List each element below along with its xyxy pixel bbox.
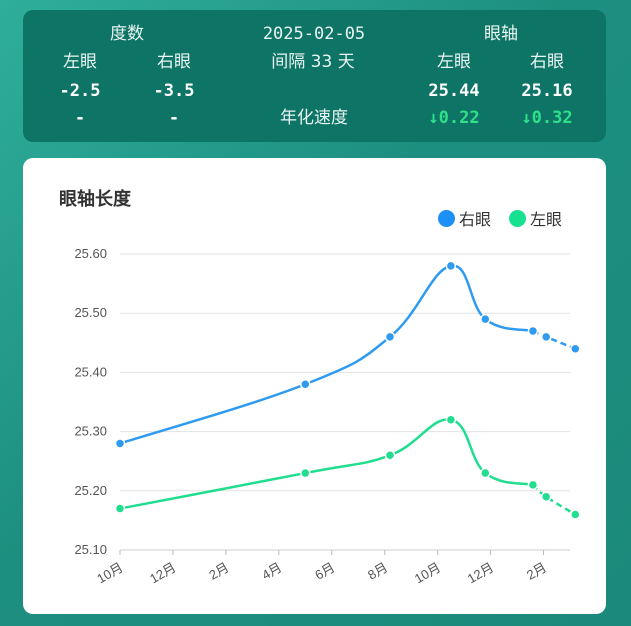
legend-right-eye-marker bbox=[438, 209, 455, 227]
x-tick-label: 6月 bbox=[312, 560, 337, 583]
right-eye-data-point bbox=[570, 343, 581, 354]
right-eye-series-line-dashed bbox=[532, 329, 576, 350]
y-tick-label: 25.60 bbox=[74, 246, 107, 261]
axial-left-label: 左眼 bbox=[437, 52, 471, 72]
x-tick-label: 2月 bbox=[206, 560, 231, 583]
left-eye-data-point bbox=[570, 509, 581, 520]
y-tick-label: 25.20 bbox=[74, 483, 107, 498]
y-tick-label: 25.10 bbox=[74, 542, 107, 557]
legend-left-eye-label: 左眼 bbox=[530, 210, 563, 229]
x-tick-label: 2月 bbox=[524, 560, 549, 583]
legend-right-eye[interactable]: 右眼 bbox=[438, 206, 491, 230]
axial-length-chart: 25.60 25.50 25.40 25.30 25.20 25.10 10月 12月 2月 4月… bbox=[74, 246, 581, 587]
annual-speed-label: 年化速度 bbox=[280, 108, 348, 128]
left-eye-data-point bbox=[384, 450, 396, 461]
x-tick-label: 12月 bbox=[465, 560, 496, 587]
axial-right-value: 25.16 bbox=[521, 81, 573, 101]
axial-header: 眼轴 bbox=[484, 24, 518, 44]
legend-left-eye[interactable]: 左眼 bbox=[509, 206, 562, 230]
right-eye-series-line bbox=[119, 264, 534, 445]
axial-right-speed: ↓0.32 bbox=[521, 108, 573, 128]
left-eye-data-point bbox=[445, 414, 457, 426]
right-eye-data-point bbox=[480, 313, 491, 325]
x-tick-label: 4月 bbox=[259, 560, 284, 583]
diopter-right-label: 右眼 bbox=[157, 52, 191, 72]
right-eye-data-point bbox=[527, 325, 539, 337]
chart-card: 眼轴长度 右眼 左眼 25.60 25.50 25.40 25.30 25.20 25.1… bbox=[23, 158, 606, 614]
diopter-left-value: -2.5 bbox=[59, 81, 101, 101]
axial-left-value: 25.44 bbox=[428, 81, 480, 101]
right-eye-data-point bbox=[445, 260, 457, 272]
measurement-date: 2025-02-05 bbox=[262, 24, 366, 44]
x-tick-label: 8月 bbox=[365, 560, 390, 583]
x-tick-label: 10月 bbox=[412, 560, 443, 587]
right-eye-data-point bbox=[114, 438, 126, 449]
axial-left-speed: ↓0.22 bbox=[428, 108, 480, 128]
diopter-right-speed: - bbox=[168, 108, 180, 128]
chart-title: 眼轴长度 bbox=[59, 189, 131, 209]
x-tick-label: 10月 bbox=[94, 560, 125, 587]
y-tick-label: 25.40 bbox=[74, 364, 107, 379]
axial-right-label: 右眼 bbox=[530, 52, 564, 72]
legend-left-eye-marker bbox=[509, 209, 526, 227]
legend-right-eye-label: 右眼 bbox=[459, 210, 492, 229]
y-tick-label: 25.50 bbox=[74, 305, 107, 320]
diopter-left-label: 左眼 bbox=[63, 52, 97, 72]
left-eye-data-point bbox=[114, 503, 126, 514]
diopter-header: 度数 bbox=[110, 24, 144, 44]
diopter-right-value: -3.5 bbox=[153, 81, 195, 101]
right-eye-data-point bbox=[300, 378, 311, 390]
right-eye-data-point bbox=[384, 331, 396, 343]
left-eye-series-line-dashed bbox=[532, 483, 576, 516]
y-tick-label: 25.30 bbox=[74, 424, 107, 439]
left-eye-data-point bbox=[300, 467, 311, 479]
left-eye-data-point bbox=[480, 467, 491, 479]
right-eye-data-point bbox=[540, 331, 552, 343]
x-tick-label: 12月 bbox=[147, 560, 178, 587]
left-eye-data-point bbox=[527, 479, 539, 491]
left-eye-data-point bbox=[540, 491, 552, 502]
summary-panel: 度数 2025-02-05 眼轴 左眼 右眼 间隔 33 天 左眼 右眼 -2.… bbox=[23, 10, 606, 142]
interval-days: 间隔 33 天 bbox=[271, 52, 355, 72]
left-eye-series-line bbox=[119, 418, 534, 510]
diopter-left-speed: - bbox=[74, 108, 86, 128]
